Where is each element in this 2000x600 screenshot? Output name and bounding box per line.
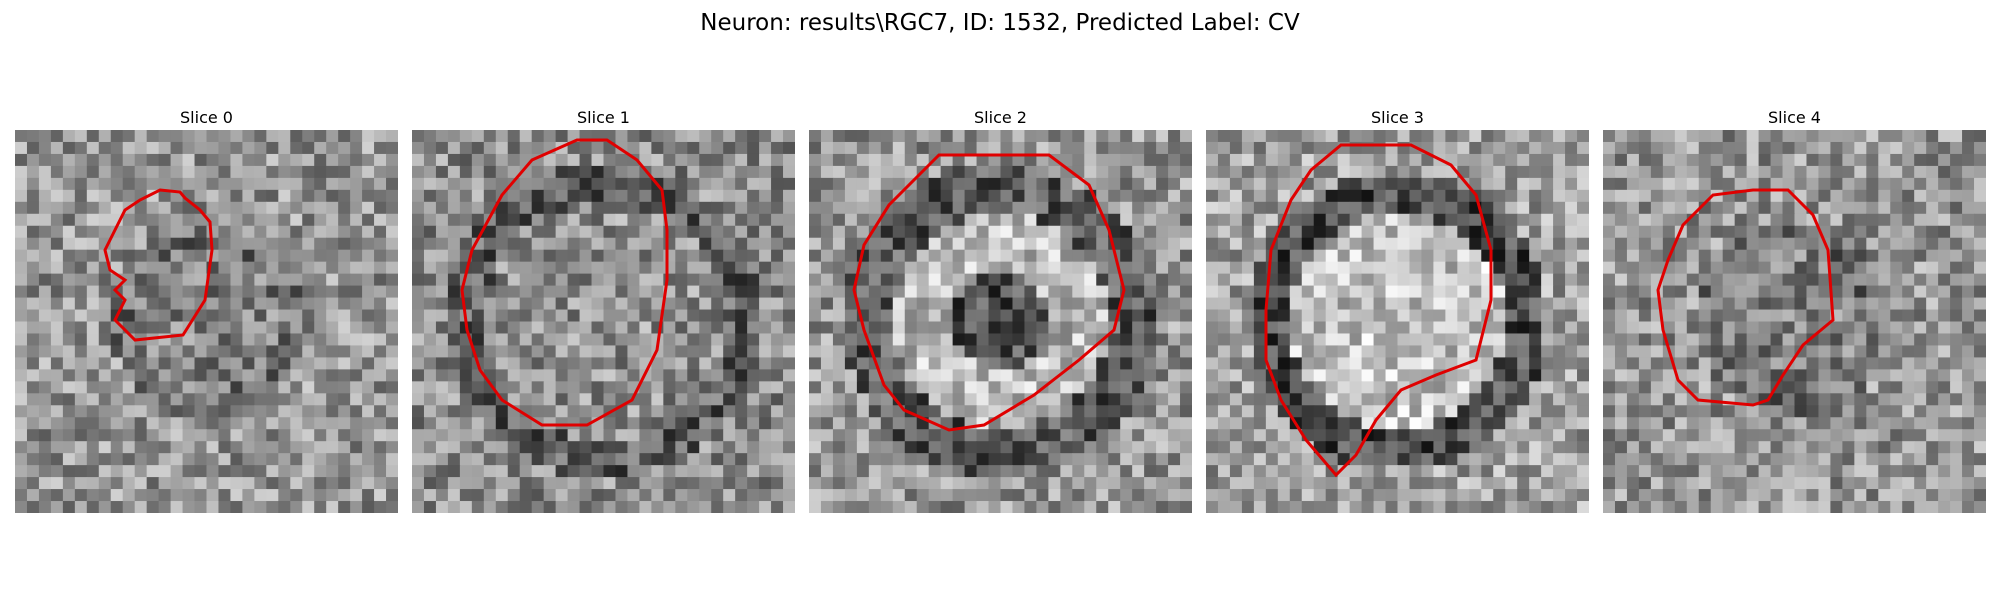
segmentation-outline-1 (460, 138, 669, 427)
slice-image-1 (412, 130, 795, 513)
figure-title: Neuron: results\RGC7, ID: 1532, Predicte… (700, 10, 1300, 36)
slice-title-0: Slice 0 (180, 108, 233, 127)
slice-title-4: Slice 4 (1768, 108, 1821, 127)
slice-title-1: Slice 1 (577, 108, 630, 127)
slice-image-3 (1206, 130, 1589, 513)
slice-image-0 (15, 130, 398, 513)
segmentation-outline-4 (1656, 188, 1835, 407)
slice-image-2 (809, 130, 1192, 513)
segmentation-outline-2 (852, 153, 1126, 432)
slice-panel-2: Slice 2 (809, 108, 1192, 513)
segmentation-outline-3 (1264, 143, 1493, 478)
slice-title-3: Slice 3 (1371, 108, 1424, 127)
slice-title-2: Slice 2 (974, 108, 1027, 127)
segmentation-outline-0 (103, 188, 214, 342)
slice-image-4 (1603, 130, 1986, 513)
slice-panel-3: Slice 3 (1206, 108, 1589, 513)
slice-panel-0: Slice 0 (15, 108, 398, 513)
slice-panel-1: Slice 1 (412, 108, 795, 513)
slice-panel-4: Slice 4 (1603, 108, 1986, 513)
